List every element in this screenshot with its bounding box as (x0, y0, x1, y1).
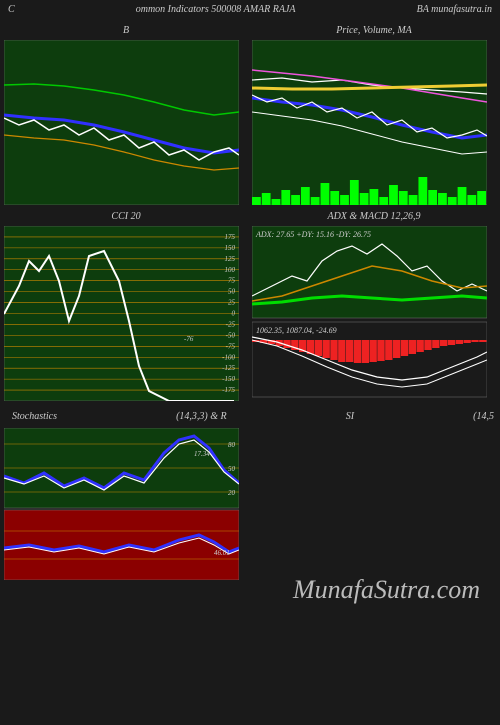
svg-text:17.34: 17.34 (194, 450, 210, 458)
stoch-title-end: (14,5 (473, 411, 494, 422)
svg-text:-125: -125 (222, 364, 235, 372)
svg-text:-100: -100 (222, 353, 235, 361)
panel-b-title: B (4, 23, 248, 40)
svg-text:150: 150 (225, 244, 236, 252)
page-header: C ommon Indicators 500008 AMAR RAJA BA m… (0, 0, 500, 19)
panel-price-chart (252, 40, 487, 205)
svg-text:50: 50 (228, 465, 236, 473)
svg-text:125: 125 (225, 255, 236, 263)
svg-text:ADX: 27.65 +DY: 15.16 -DY: 26: ADX: 27.65 +DY: 15.16 -DY: 26.75 (255, 230, 371, 239)
panel-adx: ADX & MACD 12,26,9 ADX: 27.65 +DY: 15.16… (252, 209, 496, 401)
panel-cci-chart: 175 150 125 100 75 50 25 0 -25 -50 -75 -100 -125 -150… (4, 226, 239, 401)
svg-text:75: 75 (228, 277, 236, 285)
svg-text:100: 100 (225, 266, 236, 274)
panel-b-chart (4, 40, 239, 205)
svg-text:20: 20 (228, 489, 236, 497)
panel-cci-title: CCI 20 (4, 209, 248, 226)
panel-adx-chart: ADX: 27.65 +DY: 15.16 -DY: 26.75 1062.35,… (252, 226, 487, 401)
svg-text:-76: -76 (184, 335, 194, 343)
svg-text:46.01: 46.01 (214, 549, 230, 557)
header-right: BA munafasutra.in (417, 4, 492, 15)
svg-text:-75: -75 (226, 342, 236, 350)
panel-price-title: Price, Volume, MA (252, 23, 496, 40)
stoch-title-right: (14,3,3) & R (176, 411, 227, 422)
header-center: ommon Indicators 500008 AMAR RAJA (136, 4, 296, 15)
panel-stoch: 80 50 20 17.34 46.01 (0, 428, 500, 580)
panel-b: B (4, 23, 248, 205)
svg-text:-175: -175 (222, 386, 235, 394)
stoch-title-left: Stochastics (12, 411, 57, 422)
svg-text:1062.35, 1087.04, -24.69: 1062.35, 1087.04, -24.69 (256, 326, 337, 335)
panel-adx-title: ADX & MACD 12,26,9 (252, 209, 496, 226)
panel-stoch-chart: 80 50 20 17.34 46.01 (4, 428, 239, 580)
svg-text:175: 175 (225, 233, 236, 241)
svg-text:80: 80 (228, 441, 236, 449)
svg-text:25: 25 (228, 299, 236, 307)
panel-price: Price, Volume, MA (252, 23, 496, 205)
charts-grid: B Price, Volume, MA CCI 20 175 150 125 100 7… (0, 19, 500, 405)
svg-text:-150: -150 (222, 375, 235, 383)
svg-text:-25: -25 (226, 320, 236, 328)
watermark: MunafaSutra.com (293, 575, 480, 605)
panel-cci: CCI 20 175 150 125 100 75 50 25 0 -25 -50 -75 -100 -… (4, 209, 248, 401)
svg-text:50: 50 (228, 288, 236, 296)
stoch-title-row: Stochastics (14,3,3) & R SI (14,5 (0, 405, 500, 428)
header-left: C (8, 4, 15, 15)
svg-text:-50: -50 (226, 331, 236, 339)
stoch-title-si: SI (346, 411, 354, 422)
svg-text:0: 0 (232, 310, 236, 318)
